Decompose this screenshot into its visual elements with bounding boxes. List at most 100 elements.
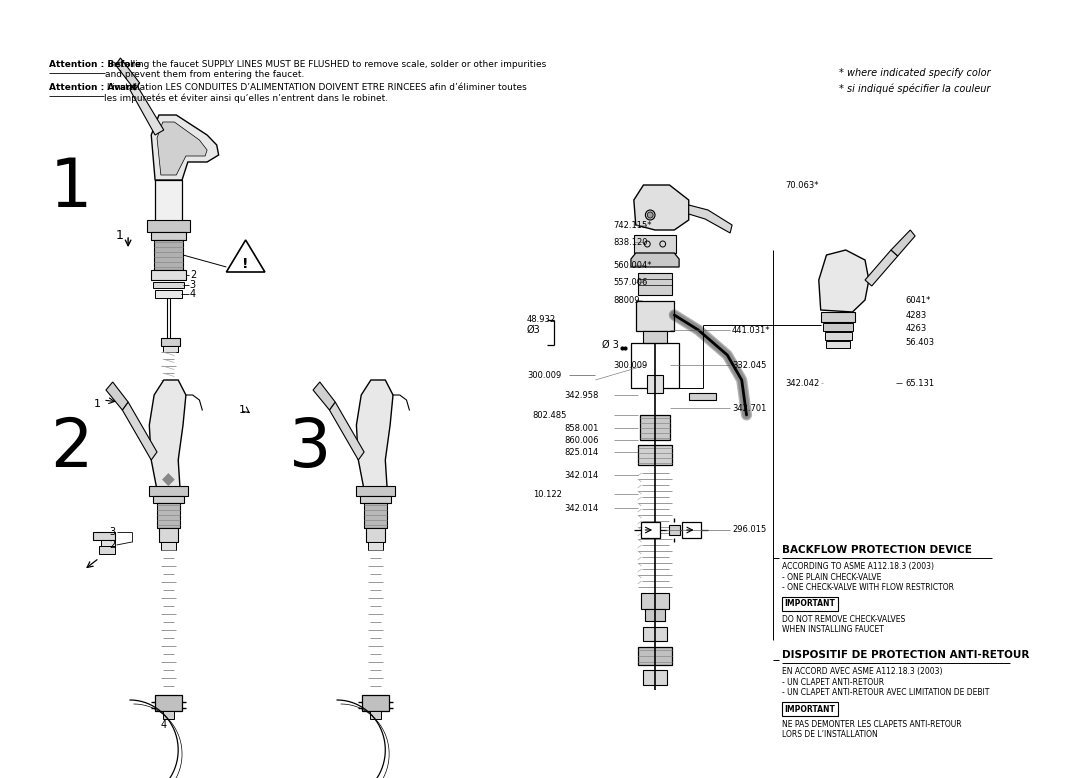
Text: 2: 2 xyxy=(50,415,93,481)
Text: IMPORTANT: IMPORTANT xyxy=(785,705,836,713)
Bar xyxy=(644,331,666,343)
Bar xyxy=(644,670,666,685)
Bar xyxy=(151,270,186,280)
Text: IMPORTANT: IMPORTANT xyxy=(785,600,836,608)
Polygon shape xyxy=(122,402,157,460)
Text: Ø3: Ø3 xyxy=(527,325,541,335)
Bar xyxy=(157,503,180,528)
Bar xyxy=(156,290,183,298)
Text: 802.485: 802.485 xyxy=(532,411,567,419)
Text: 56.403: 56.403 xyxy=(905,338,934,346)
Text: 342.958: 342.958 xyxy=(565,391,598,399)
Polygon shape xyxy=(634,185,689,230)
Text: 3: 3 xyxy=(289,415,332,481)
Bar xyxy=(640,593,670,609)
Text: 557.006: 557.006 xyxy=(613,278,648,286)
Text: - UN CLAPET ANTI-RETOUR: - UN CLAPET ANTI-RETOUR xyxy=(782,678,885,687)
Text: 88009: 88009 xyxy=(613,296,640,304)
Text: 70.063*: 70.063* xyxy=(785,180,819,190)
Text: - ONE PLAIN CHECK-VALVE: - ONE PLAIN CHECK-VALVE xyxy=(782,573,881,582)
Polygon shape xyxy=(689,205,732,233)
Bar xyxy=(102,540,114,546)
Bar xyxy=(159,528,178,542)
Polygon shape xyxy=(865,250,897,286)
Text: DO NOT REMOVE CHECK-VALVES: DO NOT REMOVE CHECK-VALVES xyxy=(782,615,905,624)
Text: 825.014: 825.014 xyxy=(565,447,598,457)
Bar xyxy=(689,393,716,400)
Bar xyxy=(361,496,391,503)
Bar xyxy=(153,282,184,288)
Polygon shape xyxy=(149,380,186,490)
Text: * where indicated specify color: * where indicated specify color xyxy=(838,68,990,78)
Bar xyxy=(636,301,674,331)
Text: 332.045: 332.045 xyxy=(732,360,767,370)
Bar xyxy=(364,503,388,528)
Bar xyxy=(640,522,660,538)
Bar xyxy=(366,528,386,542)
Text: Attention : Before: Attention : Before xyxy=(49,60,141,69)
Bar xyxy=(637,273,673,295)
Text: 2: 2 xyxy=(190,270,195,280)
Text: 4: 4 xyxy=(161,720,167,730)
Polygon shape xyxy=(130,82,164,135)
Text: 1: 1 xyxy=(239,405,246,415)
Bar xyxy=(637,445,673,465)
Text: 2: 2 xyxy=(109,540,116,550)
Text: installing the faucet SUPPLY LINES MUST BE FLUSHED to remove scale, solder or ot: installing the faucet SUPPLY LINES MUST … xyxy=(105,60,546,79)
Bar xyxy=(782,702,838,716)
Bar xyxy=(149,486,188,496)
Bar xyxy=(163,346,178,352)
Bar xyxy=(159,450,178,462)
Polygon shape xyxy=(227,240,265,272)
Text: 300.009: 300.009 xyxy=(613,360,648,370)
Text: 860.006: 860.006 xyxy=(565,436,599,444)
Bar xyxy=(681,522,701,538)
Bar xyxy=(147,220,190,232)
Text: 4283: 4283 xyxy=(905,310,927,320)
Bar xyxy=(782,597,838,611)
Text: 10.122: 10.122 xyxy=(532,489,562,499)
Bar xyxy=(163,711,174,719)
Bar xyxy=(161,542,176,550)
Text: WHEN INSTALLING FAUCET: WHEN INSTALLING FAUCET xyxy=(782,625,885,634)
Polygon shape xyxy=(157,122,207,175)
Text: !: ! xyxy=(242,257,248,271)
Text: * si indiqué spécifier la couleur: * si indiqué spécifier la couleur xyxy=(839,83,990,93)
Text: 3: 3 xyxy=(190,280,195,290)
Polygon shape xyxy=(313,382,335,410)
Text: 560.004*: 560.004* xyxy=(613,261,652,269)
Polygon shape xyxy=(151,115,218,180)
Polygon shape xyxy=(329,402,364,460)
Text: LORS DE L’INSTALLATION: LORS DE L’INSTALLATION xyxy=(782,730,878,739)
Bar xyxy=(647,375,663,393)
Bar xyxy=(826,341,850,348)
Text: ◆: ◆ xyxy=(162,471,175,489)
Text: 300.009: 300.009 xyxy=(527,370,562,380)
Polygon shape xyxy=(819,250,869,312)
Text: 1: 1 xyxy=(94,399,100,409)
Text: - UN CLAPET ANTI-RETOUR AVEC LIMITATION DE DEBIT: - UN CLAPET ANTI-RETOUR AVEC LIMITATION … xyxy=(782,688,989,697)
Text: 441.031*: 441.031* xyxy=(732,325,771,335)
Text: EN ACCORD AVEC ASME A112.18.3 (2003): EN ACCORD AVEC ASME A112.18.3 (2003) xyxy=(782,667,943,676)
Text: 4263: 4263 xyxy=(905,324,927,332)
Text: 3: 3 xyxy=(109,527,116,537)
Text: 296.015: 296.015 xyxy=(732,525,767,534)
Text: 858.001: 858.001 xyxy=(565,423,598,433)
Text: 4: 4 xyxy=(190,289,195,299)
Text: 1: 1 xyxy=(116,229,123,241)
Bar xyxy=(669,525,680,535)
Bar xyxy=(362,695,389,711)
Text: 48.932: 48.932 xyxy=(527,315,556,324)
Text: 342.701: 342.701 xyxy=(732,404,767,412)
Bar xyxy=(94,532,114,540)
Text: - ONE CHECK-VALVE WITH FLOW RESTRICTOR: - ONE CHECK-VALVE WITH FLOW RESTRICTOR xyxy=(782,583,954,592)
Bar xyxy=(634,235,676,253)
Bar xyxy=(99,546,114,554)
Bar xyxy=(631,343,679,388)
Text: 1: 1 xyxy=(50,155,93,221)
Text: Ø 3: Ø 3 xyxy=(602,340,619,350)
Bar xyxy=(821,312,855,322)
Bar xyxy=(154,240,183,270)
Bar xyxy=(153,496,184,503)
Text: DISPOSITIF DE PROTECTION ANTI-RETOUR: DISPOSITIF DE PROTECTION ANTI-RETOUR xyxy=(782,650,1029,660)
